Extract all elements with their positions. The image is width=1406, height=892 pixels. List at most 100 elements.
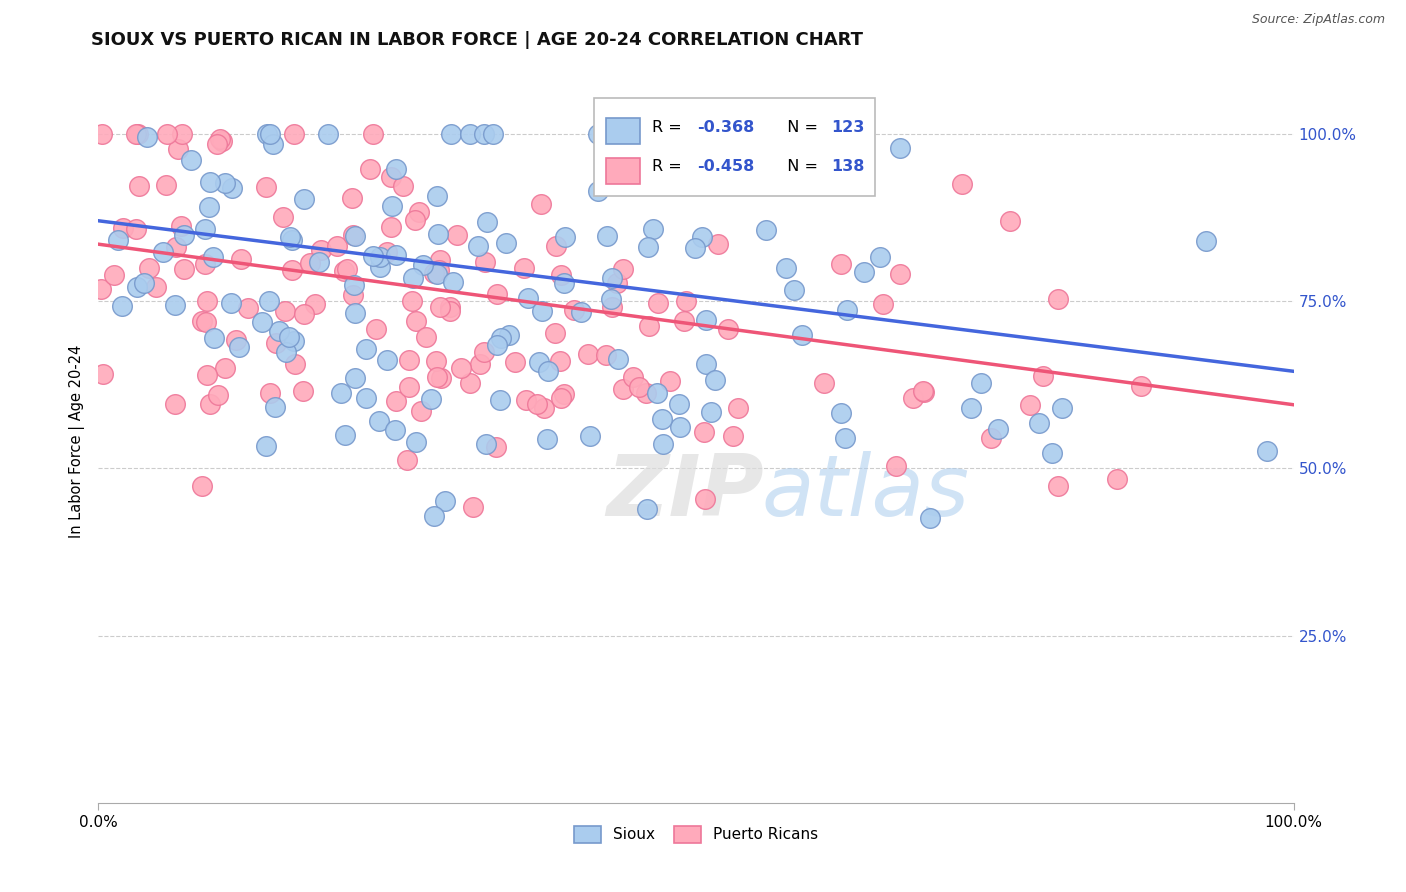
Point (901, 392, 924, 406)
Point (612, 382, 634, 396)
Point (485, 441, 508, 455)
Point (486, 286, 509, 301)
Point (167, 142, 190, 156)
Point (576, 347, 599, 361)
Point (658, 374, 681, 388)
Point (381, 199, 404, 213)
Point (211, 134, 233, 148)
Point (361, 248, 384, 262)
Point (405, 435, 427, 450)
Point (467, 239, 489, 253)
Point (304, 297, 326, 311)
Point (634, 386, 657, 401)
Point (401, 294, 423, 309)
Point (458, 127, 481, 141)
Legend: Sioux, Puerto Ricans: Sioux, Puerto Ricans (568, 820, 824, 849)
Point (284, 357, 307, 371)
Point (180, 153, 202, 167)
Point (1107, 472, 1129, 486)
Point (426, 369, 449, 384)
Point (404, 213, 426, 227)
Point (343, 229, 366, 244)
Point (91, 127, 114, 141)
Point (262, 137, 284, 152)
Point (472, 127, 495, 141)
Point (537, 364, 560, 378)
Point (165, 298, 187, 312)
Point (412, 258, 434, 272)
Point (385, 394, 408, 409)
Point (398, 380, 420, 394)
Text: 138: 138 (831, 160, 865, 175)
Point (530, 303, 553, 318)
Point (429, 371, 451, 385)
Point (672, 313, 695, 327)
Point (950, 177, 973, 191)
Point (495, 236, 517, 251)
Point (132, 276, 155, 290)
Point (194, 221, 217, 235)
Point (281, 233, 304, 247)
Point (165, 240, 187, 254)
Point (695, 357, 717, 371)
Point (1032, 369, 1054, 384)
Point (163, 397, 186, 411)
Point (145, 280, 167, 294)
Point (191, 314, 214, 328)
Point (405, 314, 427, 328)
Point (513, 261, 536, 276)
Point (569, 305, 592, 319)
Point (384, 423, 406, 437)
Point (173, 261, 195, 276)
Point (485, 338, 508, 352)
Point (527, 355, 550, 369)
Point (554, 229, 576, 244)
Point (214, 176, 236, 190)
Point (264, 335, 287, 350)
Point (651, 411, 673, 425)
Point (420, 392, 443, 407)
Point (450, 360, 472, 375)
Point (333, 264, 356, 278)
Point (359, 161, 381, 176)
Point (125, 127, 148, 141)
Point (207, 388, 229, 402)
Point (889, 267, 911, 281)
Point (755, 223, 778, 237)
Point (368, 260, 391, 274)
Point (225, 333, 247, 347)
Point (717, 322, 740, 336)
Point (172, 127, 194, 141)
Point (832, 178, 855, 193)
Point (229, 252, 252, 266)
Point (1019, 398, 1042, 412)
Point (278, 230, 301, 244)
Point (256, 127, 278, 141)
Point (637, 240, 659, 254)
Text: ZIP: ZIP (606, 450, 763, 533)
Point (516, 291, 538, 305)
Text: N =: N = (778, 160, 824, 175)
Point (292, 193, 315, 207)
Point (440, 127, 463, 141)
Point (156, 127, 179, 141)
Point (703, 373, 725, 387)
Point (621, 370, 644, 384)
Point (427, 227, 450, 241)
Point (544, 239, 567, 253)
FancyBboxPatch shape (595, 98, 875, 196)
Point (550, 354, 572, 368)
Point (461, 500, 484, 514)
Point (423, 266, 446, 280)
Point (830, 257, 852, 271)
FancyBboxPatch shape (606, 158, 640, 184)
Text: Source: ZipAtlas.com: Source: ZipAtlas.com (1251, 13, 1385, 27)
Point (299, 256, 322, 270)
Point (380, 169, 402, 184)
Point (579, 429, 602, 443)
Point (385, 248, 408, 262)
Point (422, 508, 444, 523)
Point (257, 294, 280, 309)
Point (402, 270, 425, 285)
Point (474, 255, 496, 269)
